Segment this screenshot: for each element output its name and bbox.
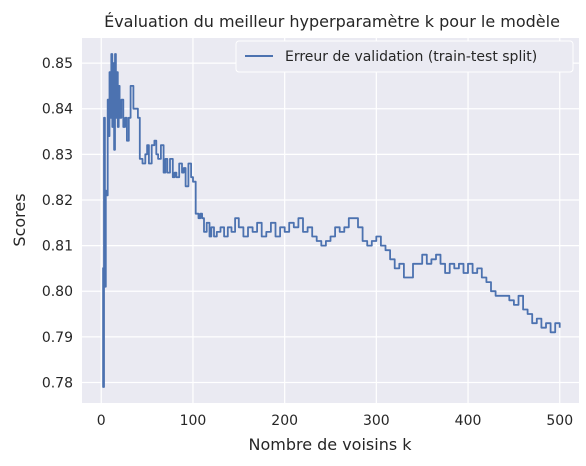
legend-box xyxy=(235,40,574,73)
y-tick-label: 0.82 xyxy=(42,193,73,209)
chart-title: Évaluation du meilleur hyperparamètre k … xyxy=(104,12,560,31)
series-layer xyxy=(102,53,561,388)
x-tick-label: 100 xyxy=(180,413,207,429)
x-tick-label: 400 xyxy=(455,413,482,429)
y-axis-label: Scores xyxy=(10,193,29,246)
legend-entry-label: Erreur de validation (train-test split) xyxy=(285,49,537,65)
x-tick-labels: 0 100 200 300 400 500 xyxy=(97,413,573,429)
series-line-validation xyxy=(102,53,561,388)
x-tick-label: 500 xyxy=(546,413,573,429)
y-tick-label: 0.85 xyxy=(42,56,73,72)
y-tick-label: 0.83 xyxy=(42,147,73,163)
y-tick-label: 0.81 xyxy=(42,239,73,255)
x-tick-label: 0 xyxy=(97,413,106,429)
y-tick-labels: 0.78 0.79 0.80 0.81 0.82 0.83 0.84 0.85 xyxy=(42,56,73,391)
x-axis-label: Nombre de voisins k xyxy=(248,435,412,454)
x-tick-label: 300 xyxy=(363,413,390,429)
x-tick-label: 200 xyxy=(271,413,298,429)
y-tick-label: 0.78 xyxy=(42,375,73,391)
y-tick-label: 0.84 xyxy=(42,102,73,118)
plot-background xyxy=(82,38,579,403)
y-tick-label: 0.80 xyxy=(42,284,73,300)
y-tick-label: 0.79 xyxy=(42,330,73,346)
legend: Erreur de validation (train-test split) xyxy=(235,40,574,73)
